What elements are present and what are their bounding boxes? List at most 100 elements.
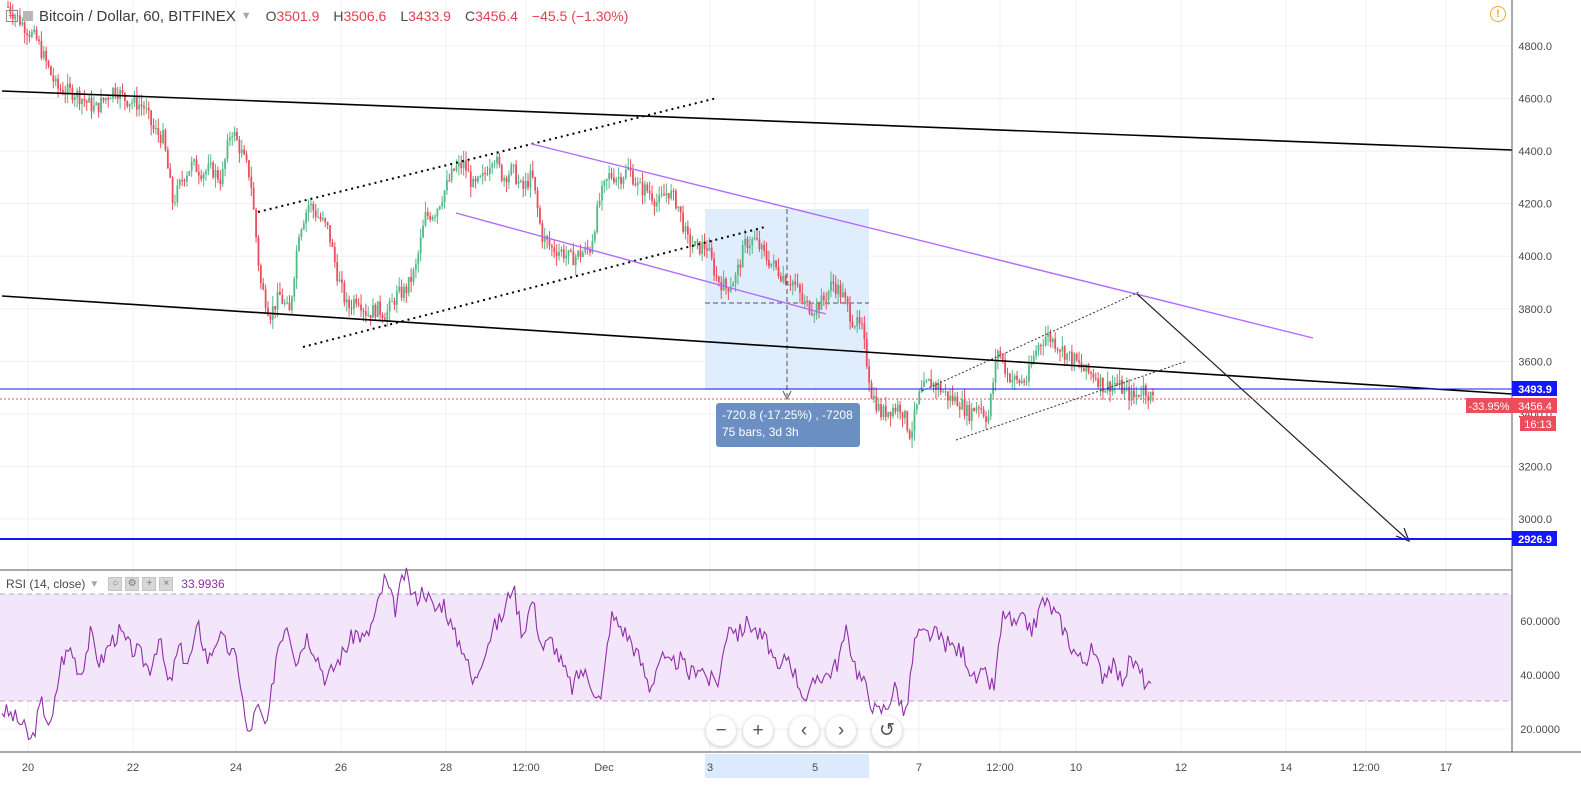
candle-body bbox=[519, 180, 522, 182]
candle-body bbox=[317, 216, 320, 218]
candle-body bbox=[238, 139, 241, 154]
symbol-square-icon bbox=[23, 11, 33, 21]
close-icon[interactable]: × bbox=[159, 577, 174, 591]
candle-body bbox=[1073, 353, 1076, 365]
candle-body bbox=[171, 177, 174, 203]
time-tick-6: Dec bbox=[594, 762, 614, 774]
candle-body bbox=[388, 300, 391, 312]
candle-body bbox=[997, 350, 999, 360]
candle-body bbox=[352, 298, 355, 309]
candle-body bbox=[400, 286, 403, 298]
candle-body bbox=[21, 22, 24, 25]
candle-body bbox=[863, 323, 866, 339]
candle-body bbox=[567, 250, 570, 256]
candle-body bbox=[324, 218, 327, 223]
candle-body bbox=[641, 182, 644, 196]
candle-body bbox=[694, 241, 696, 246]
eye-icon[interactable]: ○ bbox=[108, 577, 123, 591]
candle-body bbox=[963, 399, 966, 416]
candle-body bbox=[357, 303, 360, 305]
candle-body bbox=[1142, 385, 1145, 396]
candle-body bbox=[801, 293, 804, 302]
rsi-line bbox=[1, 567, 1152, 741]
candle-body bbox=[484, 172, 486, 174]
candle-body bbox=[875, 396, 878, 411]
candle-body bbox=[312, 203, 315, 211]
candle-body bbox=[937, 383, 940, 390]
candle-body bbox=[243, 149, 246, 155]
candle-body bbox=[333, 246, 336, 263]
candle-body bbox=[405, 286, 408, 294]
candle-body bbox=[157, 128, 160, 135]
candle-body bbox=[341, 279, 343, 284]
symbol-caret-icon[interactable]: ▼ bbox=[240, 10, 252, 22]
candle-body bbox=[1109, 381, 1111, 392]
candle-body bbox=[627, 167, 630, 170]
candle-body bbox=[653, 201, 656, 207]
candle-body bbox=[968, 404, 971, 421]
candle-body bbox=[331, 242, 334, 247]
collapse-icon[interactable] bbox=[6, 10, 18, 22]
candle-body bbox=[741, 245, 744, 268]
candle-body bbox=[844, 292, 847, 298]
candle-body bbox=[708, 247, 711, 251]
candle-body bbox=[1042, 345, 1045, 347]
scroll-right-button[interactable]: › bbox=[826, 716, 856, 746]
candle-body bbox=[1135, 394, 1138, 398]
candle-body bbox=[424, 212, 427, 226]
time-tick-15: 17 bbox=[1440, 762, 1452, 774]
candle-body bbox=[873, 396, 875, 399]
symbol-title[interactable]: Bitcoin / Dollar, 60, BITFINEX bbox=[39, 7, 236, 25]
candle-body bbox=[321, 218, 324, 220]
candle-body bbox=[138, 104, 141, 110]
candle-body bbox=[248, 160, 250, 177]
projection-arrow-line bbox=[1136, 293, 1410, 542]
candle-body bbox=[450, 168, 453, 181]
candle-body bbox=[896, 404, 899, 412]
candle-body bbox=[1056, 348, 1059, 351]
candle-body bbox=[856, 317, 859, 327]
close-label: C bbox=[464, 8, 476, 24]
candle-body bbox=[193, 159, 195, 162]
candle-body bbox=[646, 184, 649, 191]
candle-body bbox=[598, 200, 601, 206]
price-label-blue: 3493.9 bbox=[1518, 384, 1552, 396]
add-icon[interactable]: + bbox=[142, 577, 157, 591]
candle-body bbox=[212, 162, 215, 178]
candle-body bbox=[658, 195, 661, 203]
candle-body bbox=[550, 245, 553, 248]
settings-icon[interactable]: ⚙ bbox=[125, 577, 140, 591]
candle-body bbox=[679, 206, 682, 213]
zoom-out-button[interactable]: − bbox=[706, 716, 736, 746]
candle-body bbox=[54, 78, 57, 82]
candle-body bbox=[727, 288, 730, 292]
rsi-caret-icon[interactable]: ▼ bbox=[89, 578, 100, 590]
candle-body bbox=[992, 382, 995, 395]
candle-body bbox=[1078, 360, 1080, 363]
candle-body bbox=[1094, 377, 1097, 379]
scroll-left-button[interactable]: ‹ bbox=[789, 716, 819, 746]
rsi-title[interactable]: RSI (14, close) bbox=[6, 577, 86, 591]
candle-body bbox=[970, 408, 973, 421]
candle-body bbox=[505, 177, 508, 183]
candle-body bbox=[259, 265, 262, 284]
warning-icon[interactable]: ! bbox=[1490, 6, 1506, 22]
candle-body bbox=[753, 238, 756, 240]
reset-button[interactable]: ↺ bbox=[872, 716, 902, 746]
measure-line-2: 75 bars, 3d 3h bbox=[722, 425, 799, 439]
candle-body bbox=[295, 250, 298, 279]
candle-body bbox=[572, 251, 575, 266]
price-axis-ticks: 4800.0 4600.0 4400.0 4200.0 4000.0 3800.0 3600… bbox=[1518, 41, 1552, 526]
zoom-in-button[interactable]: + bbox=[743, 716, 773, 746]
candle-body bbox=[715, 275, 718, 277]
candle-body bbox=[73, 97, 76, 100]
candle-body bbox=[438, 206, 441, 209]
candle-body bbox=[226, 140, 229, 160]
candle-body bbox=[386, 311, 389, 320]
candle-body bbox=[684, 226, 687, 232]
candle-body bbox=[832, 281, 835, 284]
candle-body bbox=[66, 83, 69, 95]
rsi-tick-0: 60.0000 bbox=[1520, 616, 1560, 628]
candle-body bbox=[1028, 365, 1030, 382]
